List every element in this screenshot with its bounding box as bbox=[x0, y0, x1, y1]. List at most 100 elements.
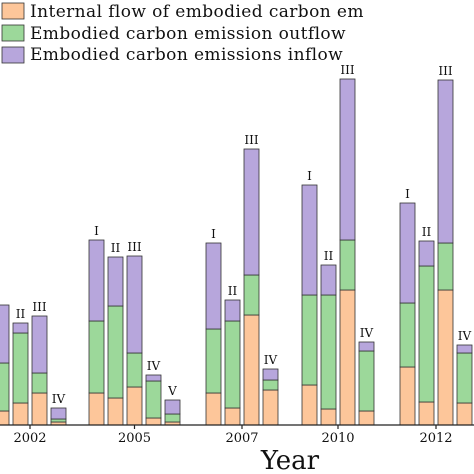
bar-segment-internal bbox=[126, 386, 143, 426]
bar-segment-outflow bbox=[12, 332, 29, 404]
bar-segment-outflow bbox=[262, 379, 279, 391]
bar-segment-internal bbox=[0, 410, 10, 426]
bar-segment-inflow bbox=[50, 407, 67, 420]
bar-segment-inflow bbox=[0, 304, 10, 364]
bar-segment-inflow bbox=[456, 344, 473, 354]
bar-segment-inflow bbox=[399, 202, 416, 304]
bar-segment-inflow bbox=[262, 368, 279, 381]
bar-segment-outflow bbox=[31, 372, 48, 394]
bar-label: V bbox=[167, 384, 177, 398]
bar-label: II bbox=[111, 241, 121, 255]
bar-label: II bbox=[324, 249, 334, 263]
bar-segment-inflow bbox=[205, 242, 222, 330]
bar-segment-internal bbox=[320, 408, 337, 426]
bar-segment-inflow bbox=[418, 240, 435, 267]
bar-segment-outflow bbox=[358, 350, 375, 412]
legend: Internal flow of embodied carbon em Embo… bbox=[1, 2, 364, 65]
bar-segment-inflow bbox=[243, 148, 260, 276]
bar-segment-internal bbox=[339, 289, 356, 426]
legend-label-internal: Internal flow of embodied carbon em bbox=[30, 2, 364, 22]
bar-segment-outflow bbox=[164, 413, 181, 423]
bars-layer bbox=[0, 78, 473, 426]
x-axis-title: Year bbox=[260, 446, 320, 474]
bar-segment-internal bbox=[456, 402, 473, 426]
bar-segment-inflow bbox=[88, 239, 105, 322]
bar-segment-outflow bbox=[107, 305, 124, 399]
bar-group-2002 bbox=[0, 304, 67, 426]
bar-segment-inflow bbox=[224, 299, 241, 322]
bar-label: III bbox=[340, 63, 354, 77]
bar-label: IV bbox=[264, 353, 278, 367]
bar-segment-internal bbox=[88, 392, 105, 426]
bar-segment-outflow bbox=[145, 380, 162, 419]
bar-label: IV bbox=[360, 326, 374, 340]
bar-segment-internal bbox=[437, 289, 454, 426]
bar-group-2010 bbox=[301, 78, 375, 426]
bar-segment-inflow bbox=[358, 341, 375, 352]
bar-segment-internal bbox=[358, 410, 375, 426]
bar-segment-internal bbox=[399, 366, 416, 426]
bar-label: II bbox=[16, 307, 26, 321]
legend-label-inflow: Embodied carbon emissions inflow bbox=[30, 45, 343, 65]
legend-swatch-internal bbox=[1, 2, 25, 20]
bar-segment-outflow bbox=[399, 302, 416, 368]
bar-segment-internal bbox=[418, 401, 435, 426]
bar-segment-outflow bbox=[88, 320, 105, 394]
bar-label: I bbox=[307, 169, 312, 183]
bar-segment-outflow bbox=[50, 418, 67, 423]
bar-segment-outflow bbox=[243, 274, 260, 316]
bar-segment-outflow bbox=[437, 242, 454, 291]
bar-segment-outflow bbox=[0, 362, 10, 412]
bar-segment-inflow bbox=[339, 78, 356, 241]
bar-segment-inflow bbox=[145, 374, 162, 382]
bar-segment-inflow bbox=[12, 322, 29, 334]
bar-label: II bbox=[228, 284, 238, 298]
bar-segment-outflow bbox=[301, 294, 318, 386]
bar-group-2005 bbox=[88, 239, 181, 426]
bar-segment-internal bbox=[205, 392, 222, 426]
bar-segment-internal bbox=[243, 314, 260, 426]
bar-label: II bbox=[422, 225, 432, 239]
bar-segment-inflow bbox=[126, 255, 143, 354]
bar-label: I bbox=[211, 227, 216, 241]
x-tick-label: 2005 bbox=[118, 431, 151, 446]
x-tick-label: 2012 bbox=[419, 431, 452, 446]
bar-segment-inflow bbox=[301, 184, 318, 296]
bar-group-2007 bbox=[205, 148, 279, 426]
bar-label: IV bbox=[52, 392, 66, 406]
bar-segment-internal bbox=[12, 402, 29, 426]
bar-label: III bbox=[127, 240, 141, 254]
bar-label: IV bbox=[458, 329, 472, 343]
bar-segment-outflow bbox=[126, 352, 143, 388]
legend-swatch-inflow bbox=[1, 46, 25, 64]
bar-label: III bbox=[244, 133, 258, 147]
bar-label: III bbox=[438, 64, 452, 78]
x-tick-labels: 2002 2005 2007 2010 2012 bbox=[13, 425, 453, 446]
bar-segment-outflow bbox=[339, 239, 356, 291]
bar-segment-internal bbox=[145, 417, 162, 426]
bar-label: IV bbox=[147, 359, 161, 373]
x-tick-label: 2007 bbox=[225, 431, 258, 446]
bar-segment-outflow bbox=[320, 294, 337, 410]
legend-label-outflow: Embodied carbon emission outflow bbox=[30, 24, 346, 44]
bar-segment-inflow bbox=[437, 79, 454, 244]
bar-segment-internal bbox=[301, 384, 318, 426]
bar-group-2012 bbox=[399, 79, 473, 426]
bar-label: I bbox=[405, 187, 410, 201]
x-tick-label: 2002 bbox=[13, 431, 46, 446]
bar-label: I bbox=[94, 224, 99, 238]
bar-label: III bbox=[32, 300, 46, 314]
bar-segment-internal bbox=[224, 407, 241, 426]
bar-segment-outflow bbox=[224, 320, 241, 409]
bar-segment-outflow bbox=[456, 352, 473, 404]
x-tick-label: 2010 bbox=[321, 431, 354, 446]
legend-swatch-outflow bbox=[1, 24, 25, 42]
bar-segment-inflow bbox=[320, 264, 337, 296]
bar-segment-internal bbox=[262, 389, 279, 426]
bar-segment-outflow bbox=[205, 328, 222, 394]
bar-segment-outflow bbox=[418, 265, 435, 403]
bar-segment-inflow bbox=[31, 315, 48, 374]
bar-segment-inflow bbox=[107, 256, 124, 307]
